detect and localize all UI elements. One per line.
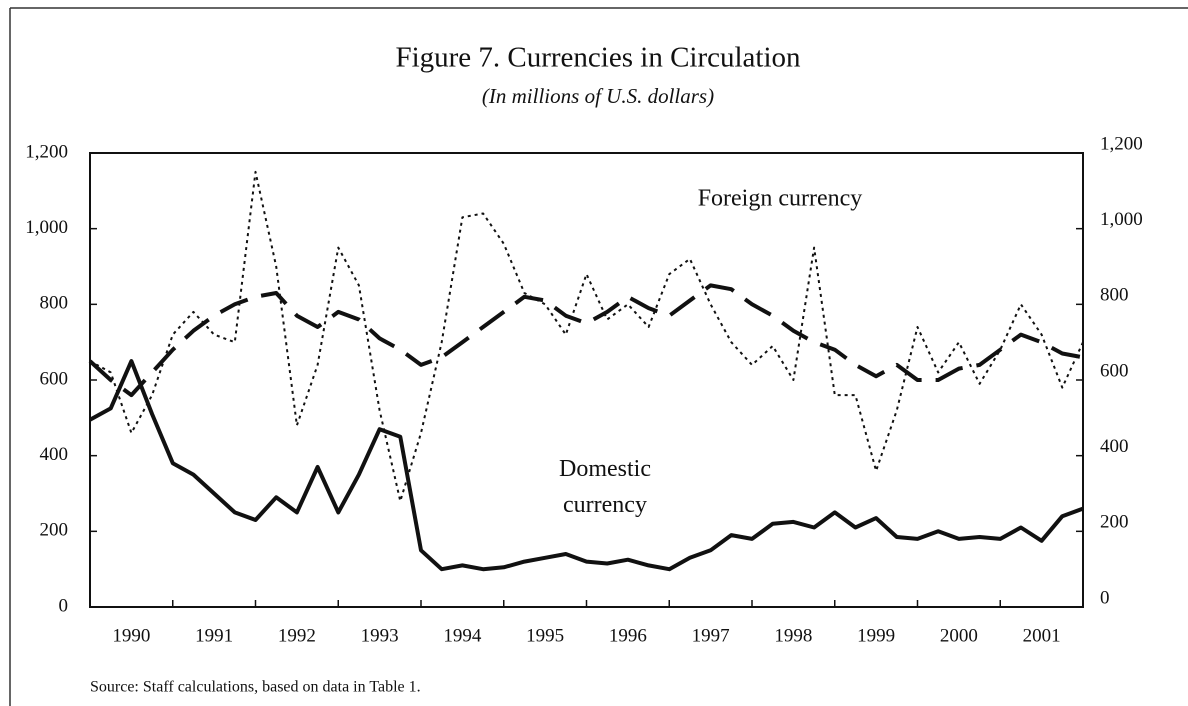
series-label-line: currency [563, 492, 647, 518]
y2-tick-label: 0 [1100, 587, 1110, 608]
x-tick-label: 1994 [443, 625, 482, 646]
x-tick-label: 2000 [940, 625, 978, 646]
x-tick-label: 1992 [278, 625, 316, 646]
y2-tick-label: 800 [1100, 285, 1129, 306]
x-tick-label: 1999 [857, 625, 895, 646]
y-tick-label: 800 [40, 293, 69, 314]
series-line [88, 283, 1084, 398]
y-tick-label: 1,200 [25, 141, 68, 162]
x-tick-label: 1997 [692, 625, 730, 646]
chart-subtitle: (In millions of U.S. dollars) [482, 84, 714, 108]
series-label-line: Domestic [559, 456, 651, 482]
x-tick-label: 2001 [1023, 625, 1061, 646]
plot-frame [89, 152, 1084, 608]
y-tick-label: 0 [59, 595, 69, 616]
x-tick-label: 1990 [112, 625, 150, 646]
source-note: Source: Staff calculations, based on dat… [90, 679, 421, 696]
series-line [89, 170, 1084, 503]
y-tick-label: 200 [40, 520, 69, 541]
x-tick-label: 1993 [361, 625, 399, 646]
y2-tick-label: 200 [1100, 512, 1129, 533]
y-tick-label: 400 [40, 444, 69, 465]
y2-tick-label: 1,200 [1100, 133, 1143, 154]
y2-tick-label: 600 [1100, 360, 1129, 381]
y2-tick-label: 1,000 [1100, 209, 1143, 230]
x-tick-label: 1991 [195, 625, 233, 646]
series-label: Domestic currency [559, 456, 651, 518]
y-tick-label: 600 [40, 368, 69, 389]
x-tick-label: 1995 [526, 625, 564, 646]
chart-title: Figure 7. Currencies in Circulation [395, 42, 801, 74]
series-label: Foreign currency [698, 186, 863, 212]
x-tick-label: 1996 [609, 625, 647, 646]
series-line [89, 359, 1084, 572]
x-tick-label: 1998 [774, 625, 812, 646]
y2-tick-label: 400 [1100, 436, 1129, 457]
y-tick-label: 1,000 [25, 217, 68, 238]
